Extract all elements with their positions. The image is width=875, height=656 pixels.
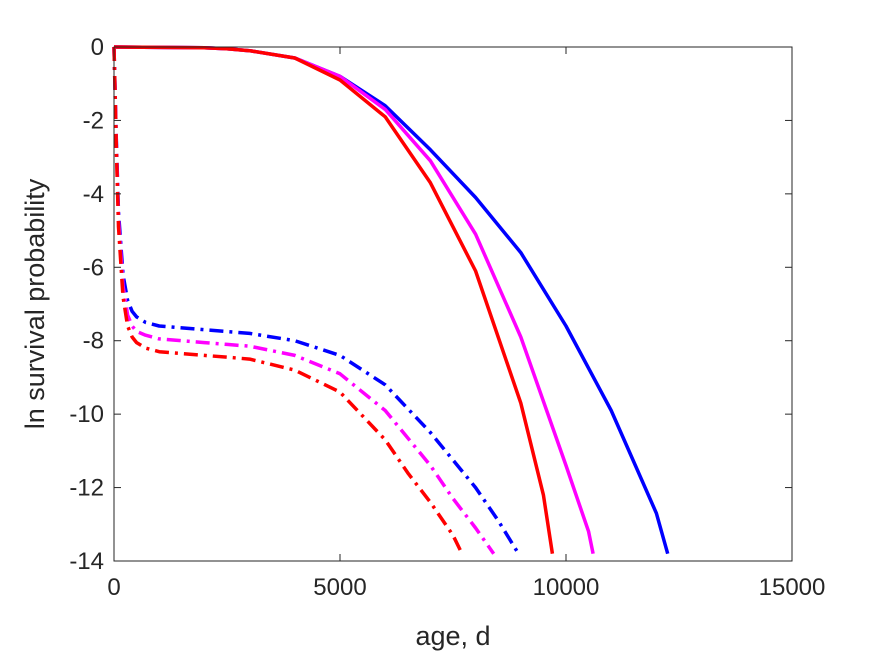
series-layer (112, 45, 670, 555)
x-axis-label: age, d (415, 621, 490, 651)
tick-layer: 0 5000 10000 15000 0 -2 -4 -6 -8 -10 -12 -14 (69, 34, 825, 601)
series-line-6 (112, 46, 464, 555)
x-tick-label: 5000 (313, 574, 366, 601)
y-tick-label: -4 (83, 181, 104, 208)
y-axis-label: ln survival probability (20, 178, 50, 429)
y-tick-label: -2 (83, 107, 104, 134)
plot-area (114, 47, 792, 561)
plot-frame (113, 46, 793, 562)
x-tick-label: 10000 (533, 574, 600, 601)
x-tick-label: 15000 (759, 574, 826, 601)
y-tick-label: -6 (83, 254, 104, 281)
y-tick-label: 0 (91, 34, 104, 61)
y-tick-label: -10 (69, 401, 104, 428)
y-tick-label: -8 (83, 328, 104, 355)
y-tick-label: -14 (69, 548, 104, 575)
y-tick-label: -12 (69, 475, 104, 502)
series-line-3 (113, 45, 555, 554)
x-tick-label: 0 (107, 574, 120, 601)
